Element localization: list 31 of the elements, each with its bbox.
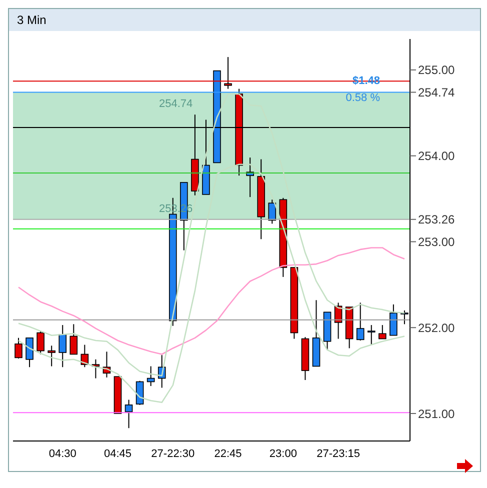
candlestick bbox=[367, 324, 376, 346]
candlestick bbox=[378, 324, 386, 340]
candlestick bbox=[390, 304, 398, 336]
x-tick-label: 27-23:15 bbox=[316, 448, 360, 460]
annotation: 0.58 % bbox=[346, 92, 380, 104]
y-tick-label: 253.00 bbox=[418, 234, 456, 249]
y-tick-label: 254.00 bbox=[418, 149, 456, 164]
annotation: 254.74 bbox=[159, 98, 193, 110]
candlestick bbox=[36, 330, 44, 355]
line-series bbox=[18, 164, 406, 403]
candlestick bbox=[48, 345, 56, 367]
candlestick bbox=[14, 337, 22, 360]
x-tick-label: 22:45 bbox=[214, 448, 242, 460]
y-tick-label: 254.74 bbox=[418, 86, 456, 100]
candlestick bbox=[124, 399, 133, 429]
candlestick bbox=[356, 302, 364, 341]
y-tick-label: 253.26 bbox=[418, 212, 456, 227]
x-tick-label: 27-22:30 bbox=[151, 448, 195, 460]
x-tick-label: 04:45 bbox=[104, 448, 132, 460]
x-tick-label: 04:30 bbox=[48, 448, 76, 460]
candlestick bbox=[26, 337, 34, 368]
candlestick bbox=[58, 324, 67, 368]
y-tick-label: 255.00 bbox=[418, 63, 456, 78]
y-tick-label: 252.00 bbox=[418, 320, 456, 335]
line-series bbox=[18, 247, 406, 355]
candlestick bbox=[268, 199, 276, 224]
candlestick bbox=[70, 324, 78, 355]
candlestick bbox=[146, 366, 155, 387]
chart-title: 3 Min bbox=[9, 9, 480, 31]
y-tick-label: 251.00 bbox=[418, 406, 456, 421]
x-tick-label: 23:00 bbox=[269, 448, 297, 460]
